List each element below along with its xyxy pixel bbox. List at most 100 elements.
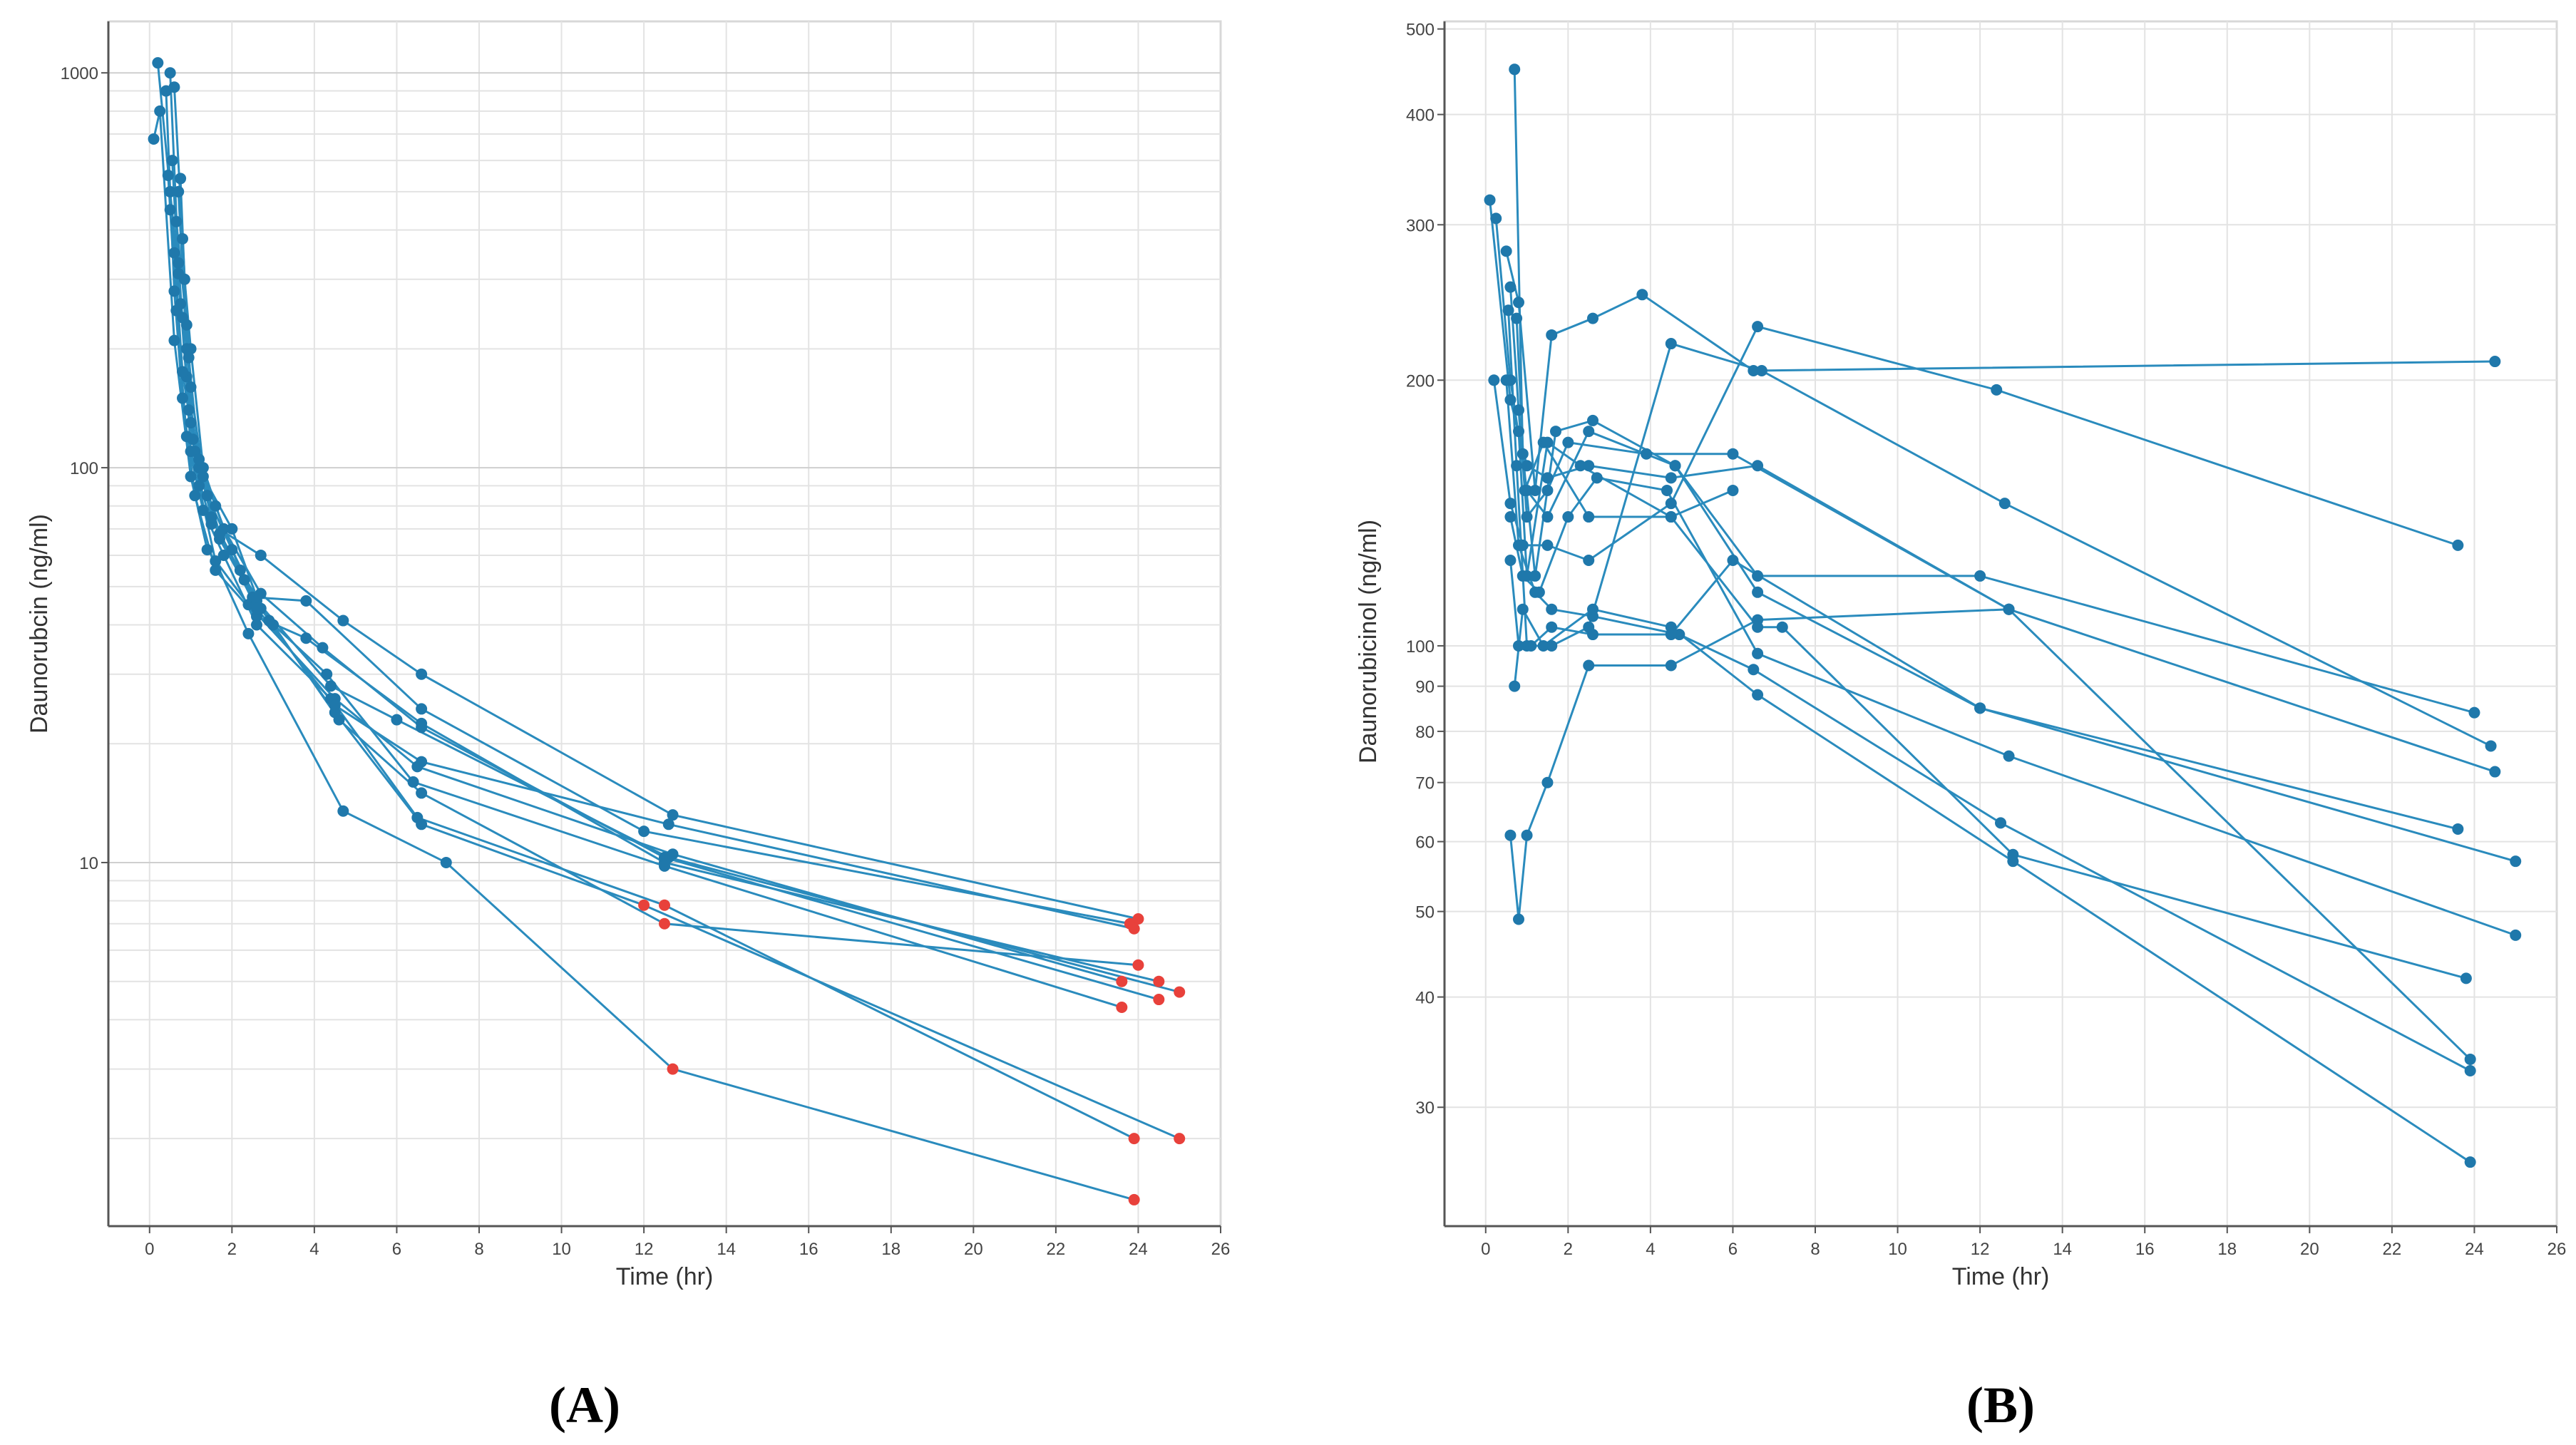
panel-b-data-point	[1998, 498, 2011, 510]
panel-b-data-point	[1504, 829, 1517, 841]
panel-b-data-point	[1504, 554, 1517, 566]
panel-a-data-point	[407, 776, 419, 788]
panel-a-data-point	[337, 805, 349, 817]
panel-b-x-tick-label: 26	[2547, 1240, 2567, 1259]
panel-a-data-point	[416, 818, 428, 831]
panel-a-series-line	[153, 110, 1122, 983]
panel-b-data-point	[1521, 829, 1533, 841]
panel-a-data-point	[325, 680, 337, 692]
panel-a-x-tick-label: 12	[635, 1240, 654, 1259]
panel-a-data-point	[168, 81, 180, 93]
panel-a-data-point	[263, 614, 275, 627]
panel-b-data-point	[1541, 472, 1554, 484]
panel-a-x-tick-label: 8	[474, 1240, 483, 1259]
panel-a-censored-point	[1174, 986, 1186, 998]
panel-b-data-point	[1583, 426, 1595, 438]
panel-b-data-point	[1673, 629, 1685, 641]
panel-b-x-tick-label: 0	[1481, 1240, 1490, 1259]
panel-b-x-tick-label: 16	[2135, 1240, 2155, 1259]
panel-b-y-tick-label: 30	[1415, 1099, 1435, 1118]
panel-b-caption: (B)	[1966, 1377, 2035, 1434]
panel-a-data-point	[255, 549, 267, 561]
panel-a-x-tick-label: 6	[392, 1240, 401, 1259]
panel-a-data-point	[166, 155, 178, 167]
panel-b-data-point	[1513, 404, 1524, 416]
panel-a-data-point	[217, 549, 230, 561]
panel-b-data-point	[1521, 511, 1533, 523]
panel-b-data-point	[1488, 374, 1500, 386]
panel-b-data-point	[1533, 586, 1545, 598]
panel-a-data-point	[416, 787, 428, 799]
panel-b-data-point	[1511, 312, 1523, 324]
panel-b-data-point	[1752, 689, 1764, 701]
panel-a-data-point	[173, 257, 185, 269]
panel-a-data-point	[251, 619, 262, 631]
panel-b-data-point	[1752, 647, 1764, 659]
panel-a-censored-point	[667, 1063, 679, 1075]
panel-b-data-point	[1504, 511, 1517, 523]
panel-b-daunorubicinol-chart: 0 2 4 6 8 10 12 14 16 18 20 22 24 2630405060708090100…	[1355, 20, 2567, 1434]
panel-b-data-point	[1513, 426, 1524, 438]
panel-b-data-point	[2489, 356, 2501, 368]
panel-b-data-point	[1504, 394, 1517, 406]
panel-a-data-point	[226, 523, 238, 535]
panel-a-caption: (A)	[549, 1377, 620, 1434]
panel-a-data-point	[333, 714, 345, 726]
panel-a-data-point	[193, 453, 205, 466]
panel-b-data-point	[1583, 554, 1595, 566]
panel-b-data-point	[1587, 414, 1599, 426]
panel-b-data-point	[1641, 448, 1653, 460]
panel-a-data-point	[164, 204, 176, 216]
panel-b-data-point	[1587, 629, 1599, 641]
panel-a-data-point	[183, 351, 195, 364]
panel-a-data-point	[251, 602, 262, 614]
panel-a-data-point	[662, 818, 674, 831]
panel-a-x-tick-label: 2	[227, 1240, 237, 1259]
panel-a-x-tick-label: 26	[1211, 1240, 1231, 1259]
panel-a-data-point	[193, 480, 205, 492]
panel-a-data-point	[170, 215, 183, 227]
panel-b-data-point	[1974, 570, 1986, 582]
panel-a-censored-point	[1153, 975, 1165, 987]
panel-a-data-point	[416, 703, 428, 715]
panel-a-data-point	[659, 860, 670, 872]
panel-a-data-point	[210, 555, 222, 567]
panel-b-data-point	[1529, 484, 1541, 496]
panel-b-data-point	[1748, 664, 1760, 676]
panel-a-data-point	[317, 642, 329, 654]
panel-a-censored-point	[638, 899, 650, 911]
panel-a-data-point	[187, 433, 199, 446]
panel-a-data-point	[214, 528, 225, 540]
panel-a-data-point	[168, 247, 180, 259]
panel-a-data-point	[255, 587, 267, 600]
panel-b-data-point	[1727, 484, 1739, 496]
panel-a-data-point	[638, 826, 650, 838]
panel-b-data-point	[2452, 539, 2464, 551]
panel-a-data-point	[242, 627, 255, 639]
panel-a-data-point	[201, 490, 213, 502]
panel-a-data-point	[238, 574, 250, 586]
panel-b-x-tick-label: 8	[1810, 1240, 1820, 1259]
panel-b-data-point	[1665, 659, 1677, 672]
panel-b-data-point	[1546, 621, 1558, 633]
panel-b-y-tick-label: 90	[1415, 678, 1435, 697]
panel-a-y-tick-label: 1000	[61, 64, 98, 83]
panel-b-data-point	[1665, 511, 1677, 523]
panel-b-y-tick-label: 200	[1406, 371, 1435, 391]
panel-b-data-point	[2489, 766, 2501, 778]
panel-b-data-point	[1502, 304, 1514, 317]
panel-b-x-tick-label: 6	[1728, 1240, 1738, 1259]
panel-a-data-point	[178, 273, 190, 285]
panel-a-data-point	[175, 173, 187, 185]
panel-a-censored-point	[1116, 1001, 1128, 1013]
panel-a-censored-point	[659, 917, 670, 930]
panel-b-data-point	[1752, 460, 1764, 472]
panel-a-data-point	[162, 170, 174, 182]
panel-b-data-point	[1529, 570, 1541, 582]
panel-b-data-point	[1541, 436, 1554, 448]
panel-b-data-point	[1591, 472, 1603, 484]
panel-a-censored-point	[1116, 975, 1128, 987]
panel-b-data-point	[1550, 426, 1561, 438]
